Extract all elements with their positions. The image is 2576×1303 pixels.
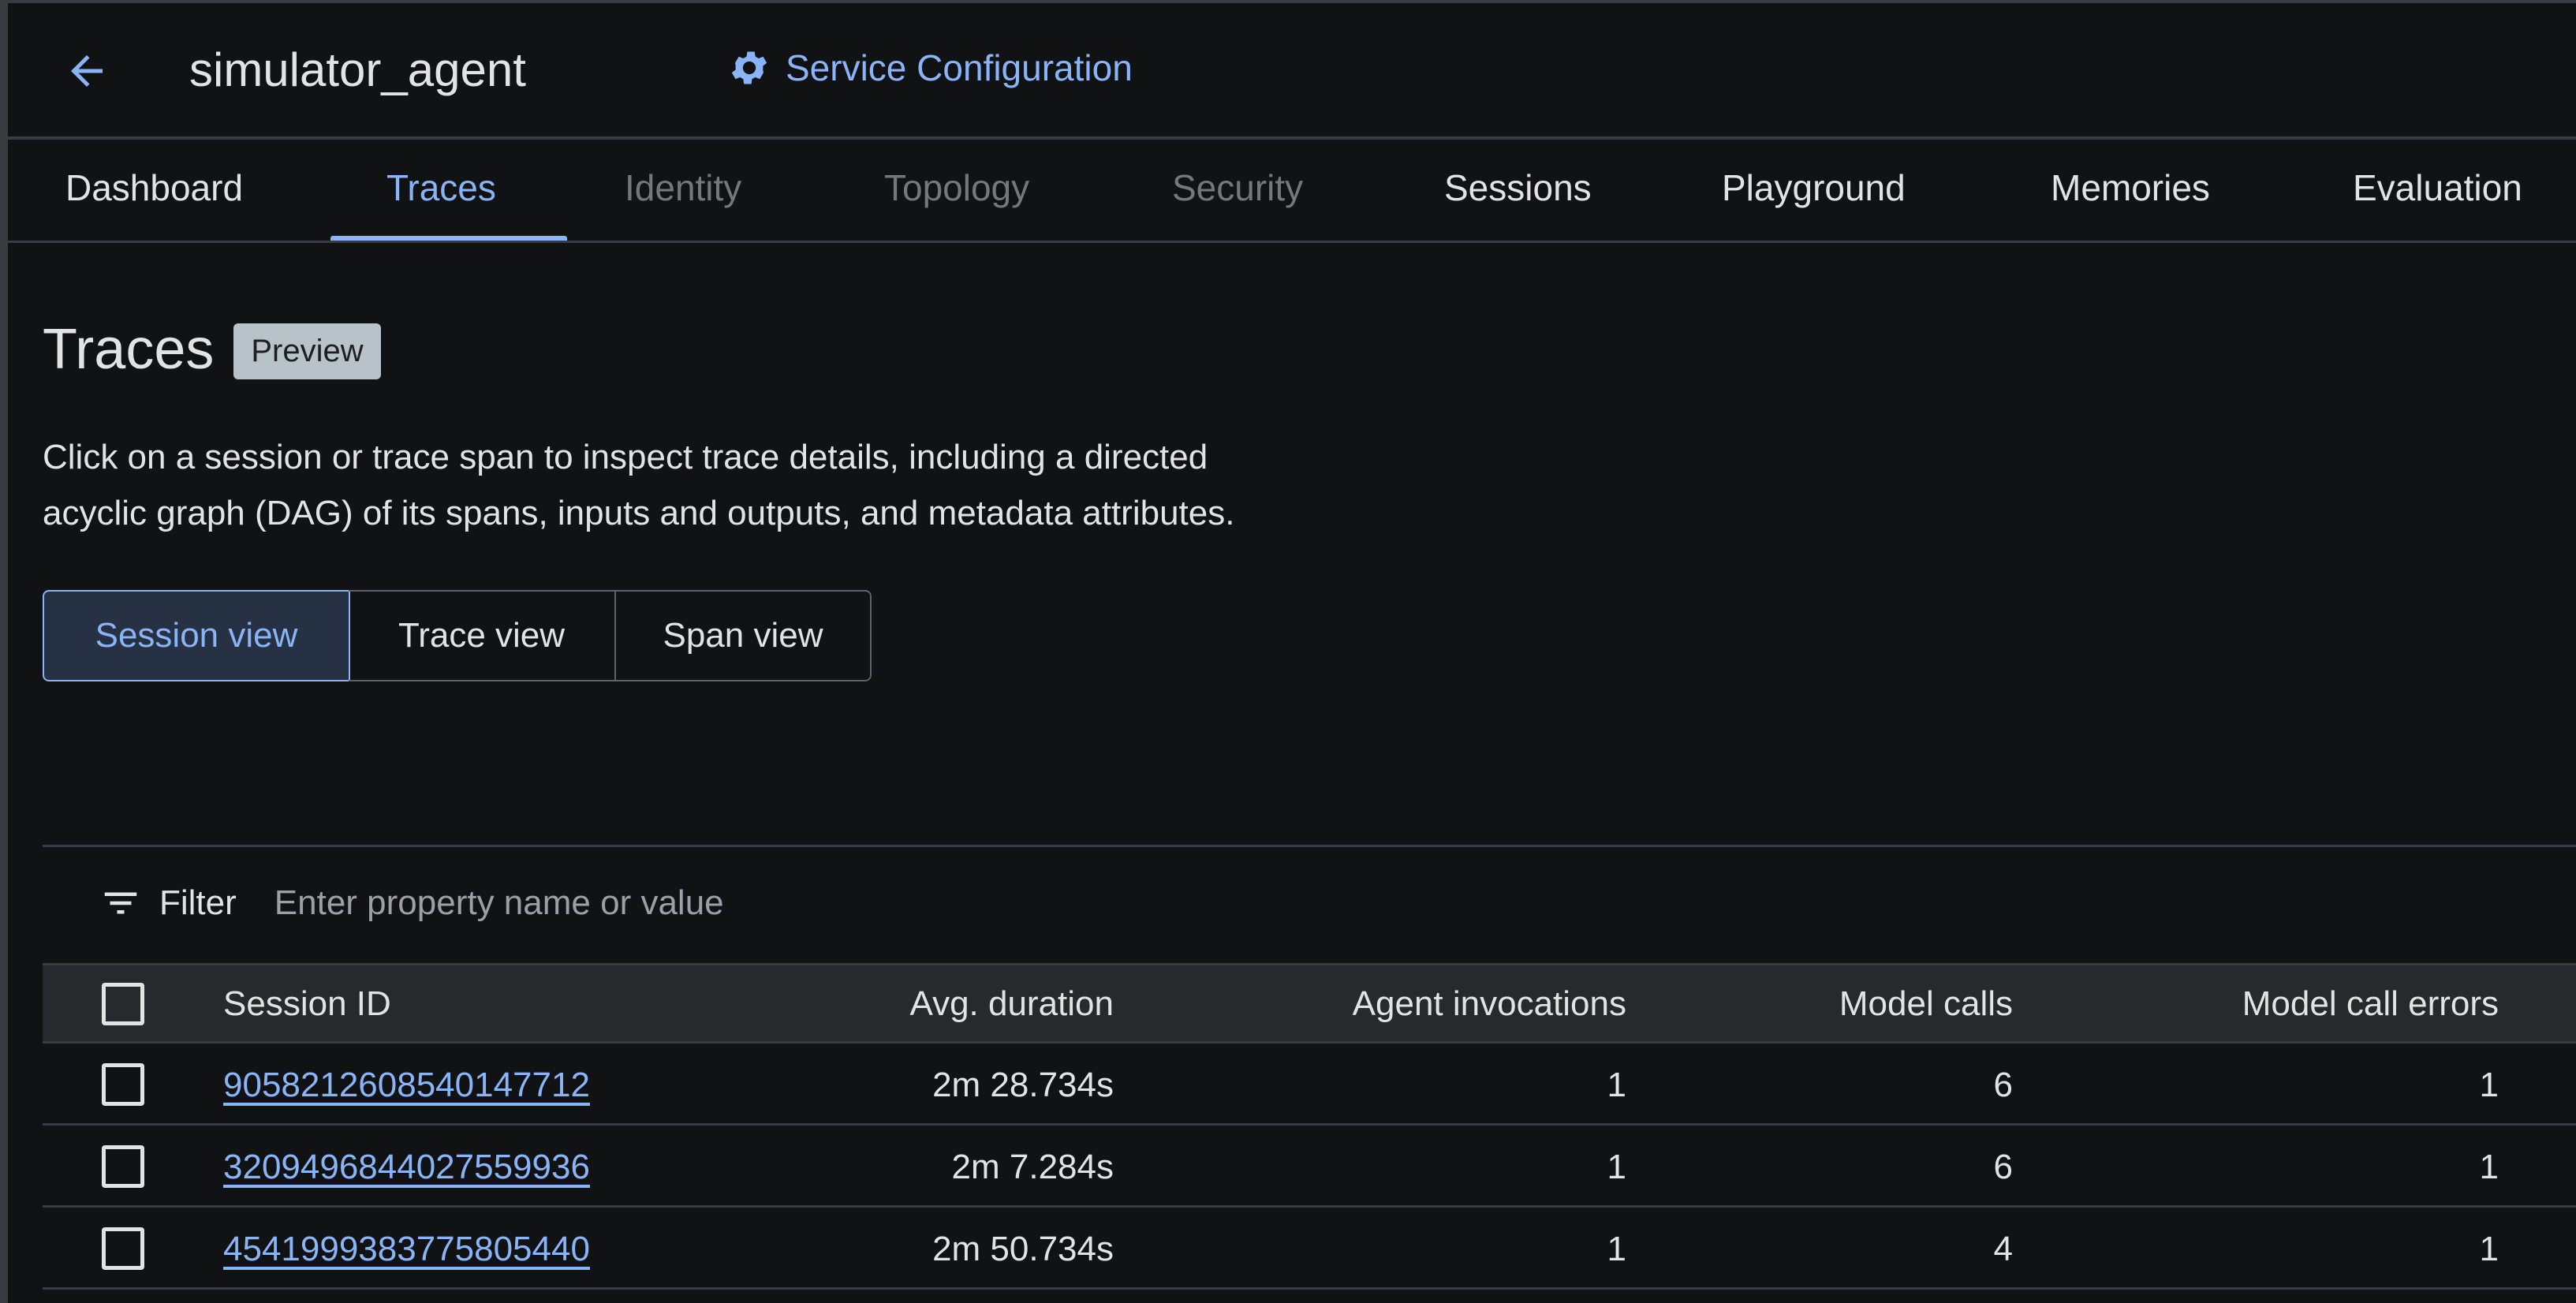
model-calls: 6 (1993, 1148, 2013, 1186)
service-configuration-link[interactable]: Service Configuration (727, 46, 1133, 90)
trace-view-button[interactable]: Trace view (349, 590, 616, 681)
tab-traces[interactable]: Traces (386, 167, 496, 208)
avg-duration: 2m 50.734s (932, 1230, 1114, 1268)
agent-invocations: 1 (1607, 1230, 1626, 1268)
tab-dashboard[interactable]: Dashboard (65, 167, 244, 208)
model-calls: 6 (1993, 1066, 2013, 1104)
row-checkbox[interactable] (102, 1063, 144, 1106)
top-bar: simulator_agent Service Configuration (8, 3, 2576, 140)
row-checkbox[interactable] (102, 1227, 144, 1270)
avg-duration: 2m 28.734s (932, 1066, 1114, 1104)
row-checkbox[interactable] (102, 1145, 144, 1188)
filter-icon (104, 892, 137, 914)
select-all-checkbox[interactable] (102, 983, 144, 1025)
model-call-errors: 1 (2479, 1066, 2499, 1104)
agent-invocations: 1 (1607, 1066, 1626, 1104)
description-line-1: Click on a session or trace span to insp… (43, 438, 1208, 476)
divider (43, 845, 2576, 847)
column-avg-duration[interactable]: Avg. duration (909, 984, 1114, 1023)
agent-invocations: 1 (1607, 1148, 1626, 1186)
preview-badge: Preview (233, 323, 381, 379)
filter-bar[interactable]: Filter Enter property name or value (99, 882, 724, 924)
tab-topology: Topology (884, 167, 1030, 208)
model-call-errors: 1 (2479, 1148, 2499, 1186)
tab-sessions[interactable]: Sessions (1444, 167, 1592, 208)
table-row[interactable]: 4541999383775805440 2m 50.734s 1 4 1 (43, 1208, 2576, 1290)
avg-duration: 2m 7.284s (951, 1148, 1114, 1186)
tab-identity: Identity (625, 167, 742, 208)
agent-title: simulator_agent (189, 43, 526, 96)
tab-playground[interactable]: Playground (1722, 167, 1906, 208)
filter-input[interactable]: Enter property name or value (274, 883, 724, 922)
table-header: Session ID Avg. duration Agent invocatio… (43, 963, 2576, 1044)
model-calls: 4 (1993, 1230, 2013, 1268)
column-session-id[interactable]: Session ID (223, 984, 391, 1023)
column-agent-invocations[interactable]: Agent invocations (1352, 984, 1626, 1023)
tab-evaluation[interactable]: Evaluation (2353, 167, 2522, 208)
column-model-calls[interactable]: Model calls (1839, 984, 2013, 1023)
service-configuration-label: Service Configuration (786, 47, 1133, 88)
session-id-link[interactable]: 3209496844027559936 (223, 1148, 590, 1186)
table-row[interactable]: 3209496844027559936 2m 7.284s 1 6 1 (43, 1126, 2576, 1208)
description-line-2: acyclic graph (DAG) of its spans, inputs… (43, 494, 1235, 532)
tab-security: Security (1172, 167, 1304, 208)
session-id-link[interactable]: 9058212608540147712 (223, 1066, 590, 1104)
session-view-button[interactable]: Session view (43, 590, 350, 681)
table-row[interactable]: 9058212608540147712 2m 28.734s 1 6 1 (43, 1044, 2576, 1126)
filter-label: Filter (159, 883, 237, 922)
active-tab-indicator (330, 236, 567, 241)
gear-icon (731, 51, 767, 84)
page-title: Traces (43, 318, 215, 381)
model-call-errors: 1 (2479, 1230, 2499, 1268)
column-model-call-errors[interactable]: Model call errors (2242, 984, 2499, 1023)
tab-memories[interactable]: Memories (2051, 167, 2210, 208)
span-view-button[interactable]: Span view (614, 590, 872, 681)
back-arrow-icon[interactable] (63, 47, 110, 95)
session-id-link[interactable]: 4541999383775805440 (223, 1230, 590, 1268)
tab-bar: Dashboard Traces Identity Topology Secur… (8, 140, 2576, 243)
